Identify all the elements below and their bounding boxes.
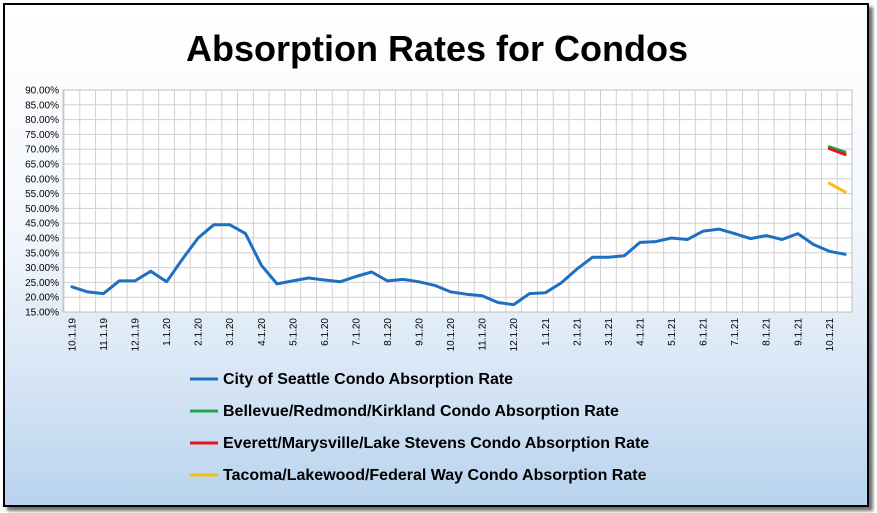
y-tick-label: 80.00% — [25, 115, 59, 126]
legend-label: Everett/Marysville/Lake Stevens Condo Ab… — [223, 435, 649, 452]
y-tick-label: 60.00% — [25, 174, 59, 185]
y-axis-ticks: 15.00% 20.00% 25.00% 30.00% 35.00% 40.00% 45.0… — [25, 86, 59, 319]
x-tick-label: 3.1.21 — [604, 318, 615, 346]
x-axis-ticks: 10.1.19 11.1.19 12.1.19 1.1.20 2.1.20 3.1.20 4… — [67, 318, 835, 352]
y-tick-label: 25.00% — [25, 278, 59, 289]
x-tick-label: 4.1.20 — [257, 318, 268, 346]
x-tick-label: 6.1.21 — [699, 318, 710, 346]
y-tick-label: 45.00% — [25, 219, 59, 230]
x-tick-label: 5.1.21 — [667, 318, 678, 346]
x-tick-label: 11.1.20 — [478, 318, 489, 351]
legend: City of Seattle Condo Absorption Rate Bel… — [190, 371, 649, 484]
legend-label: City of Seattle Condo Absorption Rate — [223, 371, 513, 388]
y-tick-label: 75.00% — [25, 130, 59, 141]
x-tick-label: 2.1.21 — [572, 318, 583, 346]
x-tick-label: 4.1.21 — [635, 318, 646, 346]
plot-area — [63, 90, 852, 312]
y-tick-label: 50.00% — [25, 204, 59, 215]
x-tick-label: 10.1.21 — [825, 318, 836, 352]
y-tick-label: 90.00% — [25, 86, 59, 97]
series-line-3 — [827, 147, 847, 156]
y-tick-label: 20.00% — [25, 293, 59, 304]
y-tick-label: 70.00% — [25, 145, 59, 156]
x-tick-label: 7.1.20 — [351, 318, 362, 346]
x-tick-label: 8.1.21 — [762, 318, 773, 346]
plot-border — [62, 89, 853, 313]
y-tick-label: 15.00% — [25, 308, 59, 319]
y-tick-label: 65.00% — [25, 160, 59, 171]
legend-label: Tacoma/Lakewood/Federal Way Condo Absorp… — [223, 467, 647, 484]
x-tick-label: 5.1.20 — [288, 318, 299, 346]
x-tick-label: 2.1.20 — [194, 318, 205, 346]
y-tick-label: 30.00% — [25, 263, 59, 274]
x-tick-label: 8.1.20 — [383, 318, 394, 346]
x-tick-label: 9.1.21 — [793, 318, 804, 346]
x-tick-label: 3.1.20 — [225, 318, 236, 346]
chart-frame: Absorption Rates for Condos 15.00% 20.00%… — [3, 3, 869, 507]
gridlines — [62, 89, 853, 313]
y-tick-label: 40.00% — [25, 234, 59, 245]
x-tick-label: 12.1.19 — [131, 318, 142, 352]
x-tick-label: 7.1.21 — [730, 318, 741, 346]
legend-label: Bellevue/Redmond/Kirkland Condo Absorpti… — [223, 403, 619, 420]
x-tick-label: 1.1.21 — [541, 318, 552, 346]
y-tick-label: 55.00% — [25, 189, 59, 200]
x-tick-label: 1.1.20 — [162, 318, 173, 346]
x-tick-label: 12.1.20 — [509, 318, 520, 352]
x-tick-label: 10.1.19 — [67, 318, 78, 352]
x-tick-label: 11.1.19 — [99, 318, 110, 351]
series-line-1 — [70, 223, 847, 307]
x-tick-label: 9.1.20 — [415, 318, 426, 346]
y-tick-label: 35.00% — [25, 248, 59, 259]
series-line-2 — [827, 145, 847, 154]
x-tick-label: 10.1.20 — [446, 318, 457, 352]
chart-svg: Absorption Rates for Condos 15.00% 20.00%… — [25, 28, 853, 484]
chart-title: Absorption Rates for Condos — [186, 28, 688, 69]
x-tick-label: 6.1.20 — [320, 318, 331, 346]
series-lines — [70, 145, 847, 307]
y-tick-label: 85.00% — [25, 100, 59, 111]
series-line-4 — [827, 181, 847, 194]
